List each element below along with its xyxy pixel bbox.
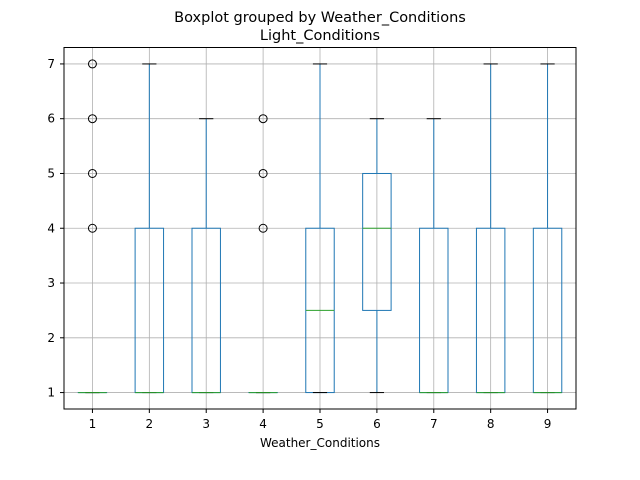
y-tick-label: 1 (47, 386, 55, 400)
x-tick-label: 2 (146, 417, 154, 431)
box-group-2 (134, 63, 165, 394)
x-tick-label: 4 (259, 417, 267, 431)
box-group-9 (532, 63, 563, 394)
box-iqr (362, 172, 392, 311)
box-group-8 (475, 63, 506, 394)
outlier-point (87, 223, 97, 233)
box-group-4 (248, 114, 278, 394)
box-group-3 (191, 118, 221, 394)
box-group-7 (419, 118, 449, 394)
x-axis-label: Weather_Conditions (260, 436, 380, 450)
box-group-1 (77, 59, 108, 394)
y-tick-label: 5 (47, 166, 55, 180)
outlier-point (258, 168, 268, 178)
chart-title: Boxplot grouped by Weather_Conditions (174, 10, 466, 26)
y-tick-label: 6 (47, 112, 55, 126)
y-tick-label: 7 (47, 57, 55, 71)
tick-layer: 1 2 3 4 5 6 7 8 9 1 2 3 4 5 6 7 (47, 57, 551, 431)
chart-subtitle: Light_Conditions (260, 28, 380, 44)
x-tick-label: 1 (89, 417, 97, 431)
x-tick-label: 3 (202, 417, 210, 431)
outlier-point (258, 223, 268, 233)
outlier-point (87, 59, 97, 69)
box-layer (77, 59, 563, 394)
box-group-6 (362, 118, 392, 394)
y-tick-label: 3 (47, 276, 55, 290)
outlier-point (258, 114, 268, 124)
y-tick-label: 2 (47, 331, 55, 345)
y-tick-label: 4 (47, 221, 55, 235)
outlier-point (87, 168, 97, 178)
box-group-5 (305, 63, 335, 394)
x-tick-label: 5 (316, 417, 324, 431)
x-tick-label: 6 (373, 417, 381, 431)
x-tick-label: 8 (487, 417, 495, 431)
x-tick-label: 7 (430, 417, 438, 431)
x-tick-label: 9 (544, 417, 552, 431)
outlier-point (87, 114, 97, 124)
